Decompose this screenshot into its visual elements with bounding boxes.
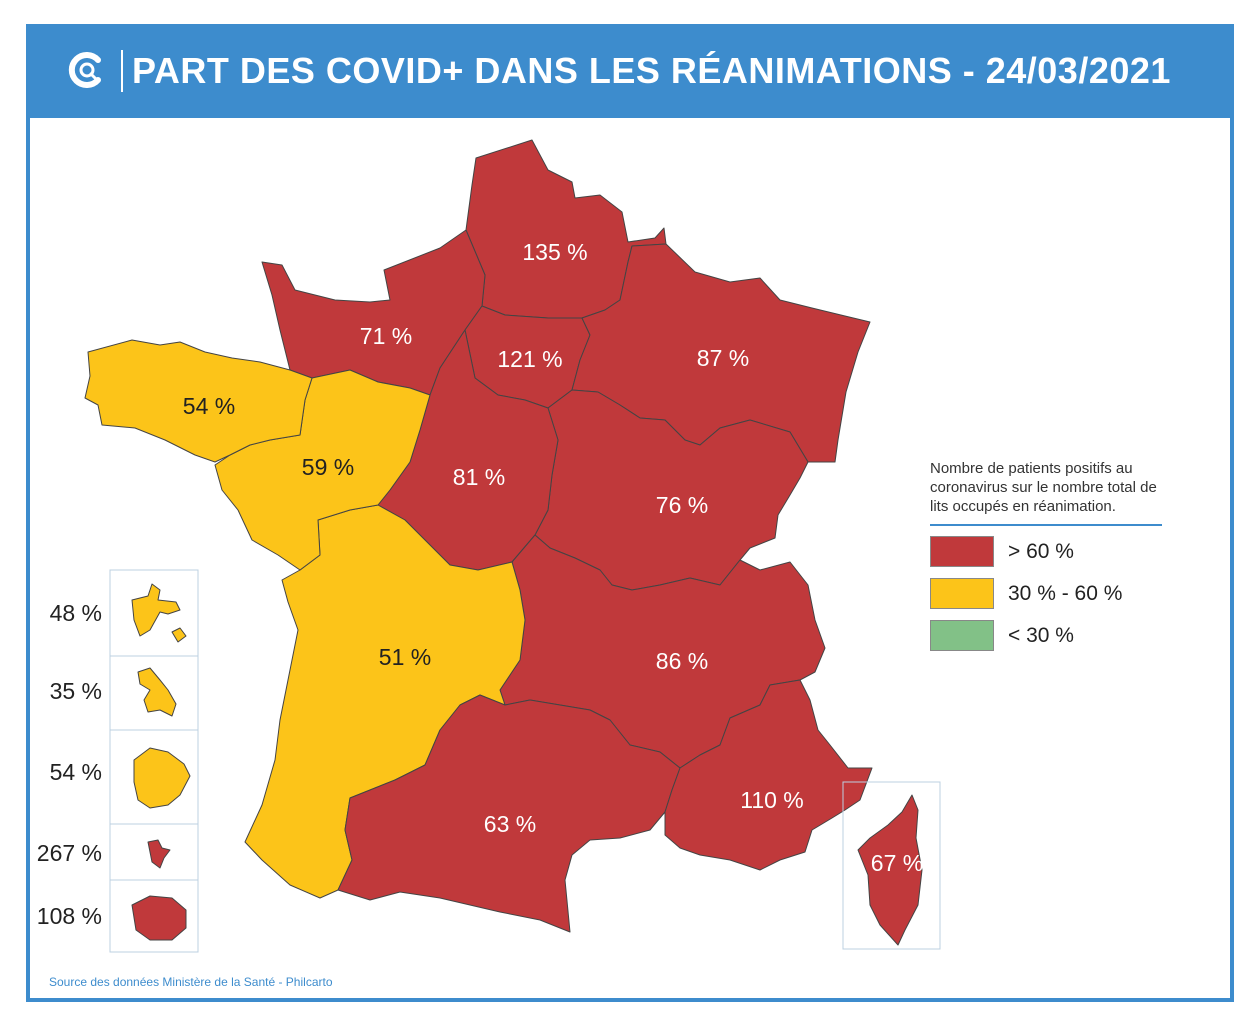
region-occitanie xyxy=(337,694,681,933)
island-guyane xyxy=(133,747,191,809)
label-corse: 67 % xyxy=(871,850,923,876)
legend-item-low: < 30 % xyxy=(930,620,1165,652)
legend-label-mid: 30 % - 60 % xyxy=(1008,582,1123,605)
logo-icon xyxy=(68,52,101,88)
value-guyane: 54 % xyxy=(49,759,102,785)
inset-box-guadeloupe xyxy=(109,569,199,657)
label-ile-de-france: 121 % xyxy=(497,346,562,372)
label-nouvelle-aquitaine: 51 % xyxy=(379,644,431,670)
legend-swatch-high xyxy=(930,536,994,567)
legend-description: Nombre de patients positifs au coronavir… xyxy=(930,460,1157,515)
label-auvergne-rhone-alpes: 86 % xyxy=(656,648,708,674)
island-guadeloupe xyxy=(131,583,181,637)
region-bretagne xyxy=(84,339,313,463)
legend-divider xyxy=(930,524,1162,526)
legend-label-low: < 30 % xyxy=(1008,624,1074,647)
legend: Nombre de patients positifs au coronavir… xyxy=(930,459,1165,652)
logo-separator xyxy=(121,50,123,92)
region-paca xyxy=(664,679,873,871)
corse-inset-box xyxy=(842,781,941,950)
header-bar: PART DES COVID+ DANS LES RÉANIMATIONS - … xyxy=(26,24,1234,118)
label-grand-est: 87 % xyxy=(697,345,749,371)
value-martinique: 35 % xyxy=(49,678,102,704)
label-normandie: 71 % xyxy=(360,323,412,349)
label-bourgogne-franche-comte: 76 % xyxy=(656,492,708,518)
legend-item-mid: 30 % - 60 % xyxy=(930,578,1165,610)
label-pays-de-la-loire: 59 % xyxy=(302,454,354,480)
value-guadeloupe: 48 % xyxy=(49,600,102,626)
region-corse xyxy=(857,794,923,946)
label-occitanie: 63 % xyxy=(484,811,536,837)
legend-swatch-low xyxy=(930,620,994,651)
legend-swatch-mid xyxy=(930,578,994,609)
label-paca: 110 % xyxy=(740,787,804,813)
label-hauts-de-france: 135 % xyxy=(522,239,587,265)
value-la-reunion: 108 % xyxy=(36,903,102,929)
island-mayotte xyxy=(147,839,171,869)
island-guadeloupe-small xyxy=(171,627,187,643)
island-la-reunion xyxy=(131,895,187,941)
source-note: Source des données Ministère de la Santé… xyxy=(49,975,333,989)
legend-label-high: > 60 % xyxy=(1008,540,1074,563)
island-martinique xyxy=(137,667,177,717)
legend-item-high: > 60 % xyxy=(930,536,1165,568)
page-title: PART DES COVID+ DANS LES RÉANIMATIONS - … xyxy=(132,50,1171,91)
value-mayotte: 267 % xyxy=(36,840,102,866)
label-centre-val-de-loire: 81 % xyxy=(453,464,505,490)
label-bretagne: 54 % xyxy=(183,393,235,419)
